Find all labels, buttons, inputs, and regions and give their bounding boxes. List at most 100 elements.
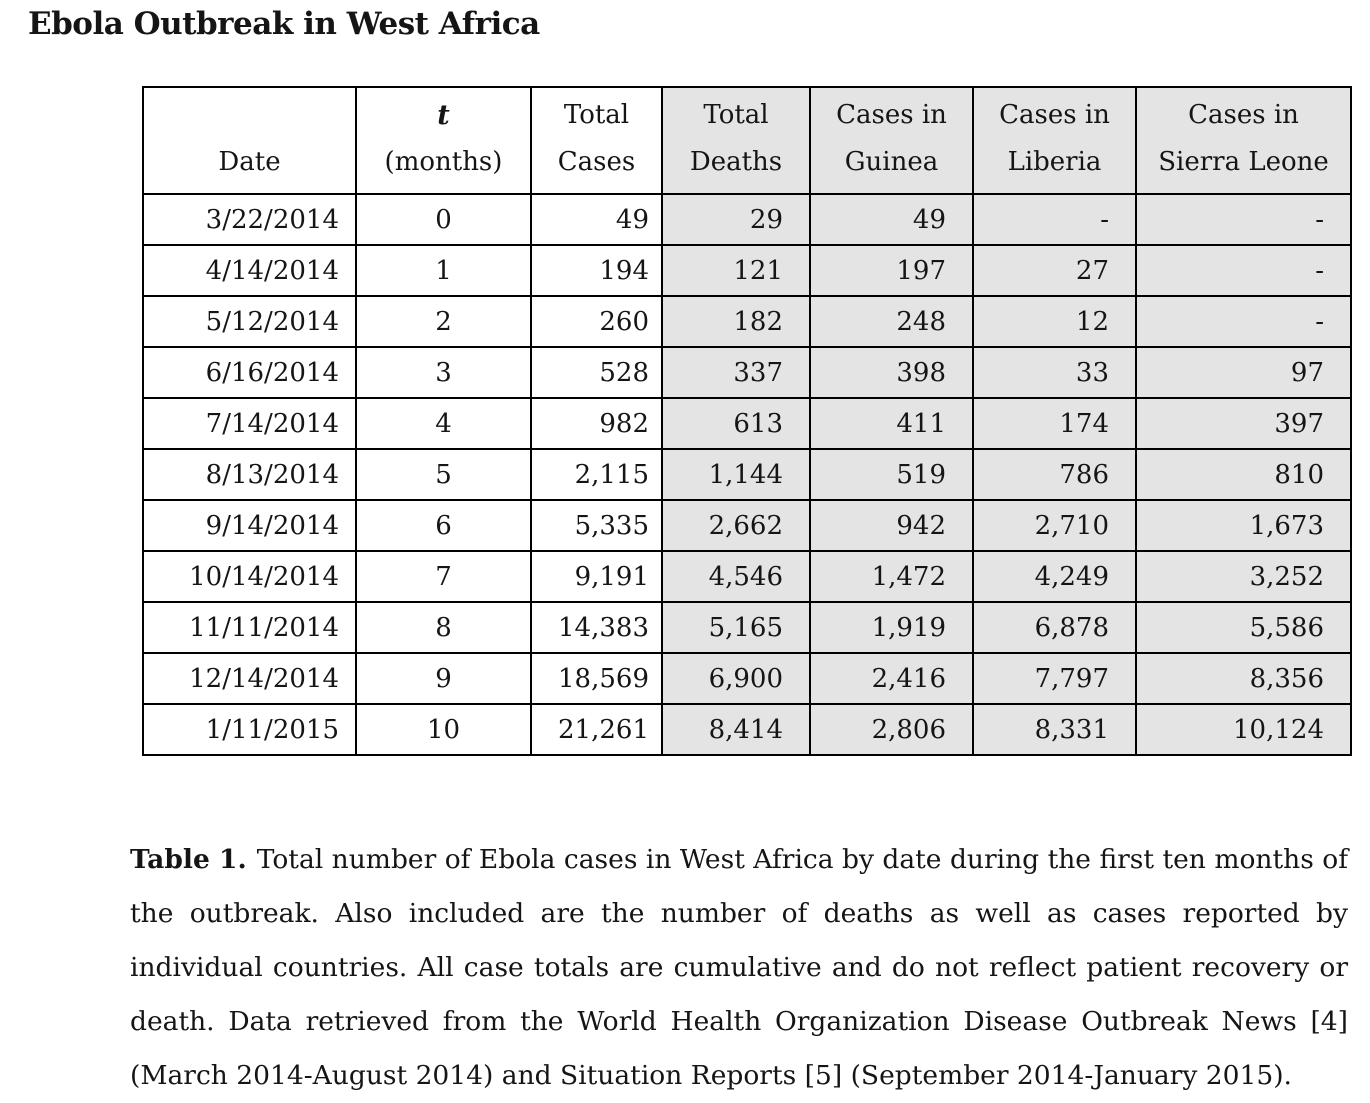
table-row: 8/13/2014 5 2,115 1,144 519 786 810 [142, 448, 1352, 501]
table-cell: - [1135, 193, 1352, 246]
table-cell: - [1135, 244, 1352, 297]
table-cell: 786 [972, 448, 1137, 501]
table-cell: 12/14/2014 [142, 652, 357, 705]
table-cell: 2,806 [809, 703, 974, 756]
table-cell: 1,472 [809, 550, 974, 603]
table-cell: 5,335 [530, 499, 663, 552]
table-cell: 97 [1135, 346, 1352, 399]
table-cell: 6/16/2014 [142, 346, 357, 399]
column-header: Cases in Guinea [809, 86, 974, 195]
column-header-line1: Cases in [836, 100, 947, 130]
table-cell: 49 [809, 193, 974, 246]
table-cell: 810 [1135, 448, 1352, 501]
table-caption: Table 1. Total number of Ebola cases in W… [130, 833, 1348, 1103]
table-cell: - [972, 193, 1137, 246]
column-header-line2: Liberia [1007, 147, 1102, 177]
table-cell: 9 [355, 652, 532, 705]
table-row: 12/14/2014 9 18,569 6,900 2,416 7,797 8,356 [142, 652, 1352, 705]
column-header: t (months) [355, 86, 532, 195]
table-row: 9/14/2014 6 5,335 2,662 942 2,710 1,673 [142, 499, 1352, 552]
table-row: 1/11/2015 10 21,261 8,414 2,806 8,331 10,124 [142, 703, 1352, 756]
table-cell: 27 [972, 244, 1137, 297]
table-cell: 982 [530, 397, 663, 450]
table-cell: 4,546 [661, 550, 811, 603]
table-cell: 10/14/2014 [142, 550, 357, 603]
table-cell: 5,165 [661, 601, 811, 654]
table-cell: 8,414 [661, 703, 811, 756]
table-cell: 6 [355, 499, 532, 552]
table-cell: 3 [355, 346, 532, 399]
table-cell: 21,261 [530, 703, 663, 756]
table-cell: 5,586 [1135, 601, 1352, 654]
table-cell: 9,191 [530, 550, 663, 603]
table-cell: 7/14/2014 [142, 397, 357, 450]
column-header-line1: Total [703, 100, 769, 130]
column-header: Cases in Liberia [972, 86, 1137, 195]
column-header-line2: Date [218, 147, 281, 177]
table-container: Date t (months) Total Cases Total Deaths Cases … [142, 86, 1352, 756]
caption-text: Total number of Ebola cases in West Afri… [130, 843, 1348, 1091]
table-cell: 174 [972, 397, 1137, 450]
table-cell: 8,331 [972, 703, 1137, 756]
column-header: Total Cases [530, 86, 663, 195]
table-cell: 1,144 [661, 448, 811, 501]
table-cell: 2 [355, 295, 532, 348]
table-cell: 8,356 [1135, 652, 1352, 705]
table-cell: 2,115 [530, 448, 663, 501]
table-row: 5/12/2014 2 260 182 248 12- [142, 295, 1352, 348]
table-cell: 14,383 [530, 601, 663, 654]
table-cell: - [1135, 295, 1352, 348]
table-cell: 2,710 [972, 499, 1137, 552]
table-row: 10/14/2014 7 9,191 4,546 1,472 4,249 3,252 [142, 550, 1352, 603]
table-cell: 10 [355, 703, 532, 756]
table-cell: 8/13/2014 [142, 448, 357, 501]
table-cell: 6,878 [972, 601, 1137, 654]
table-cell: 337 [661, 346, 811, 399]
table-cell: 613 [661, 397, 811, 450]
table-row: 6/16/2014 3 528 337 398 33 97 [142, 346, 1352, 399]
table-row: 3/22/2014 0 49 29 49- - [142, 193, 1352, 246]
table-cell: 397 [1135, 397, 1352, 450]
table-header: Date t (months) Total Cases Total Deaths Cases … [142, 86, 1352, 195]
table-cell: 8 [355, 601, 532, 654]
column-header-line2: (months) [384, 147, 503, 177]
column-header-line1 [146, 92, 353, 139]
page-title: Ebola Outbreak in West Africa [28, 6, 540, 42]
column-header: Total Deaths [661, 86, 811, 195]
table-cell: 528 [530, 346, 663, 399]
table-cell: 1 [355, 244, 532, 297]
table-cell: 5 [355, 448, 532, 501]
table-cell: 7,797 [972, 652, 1137, 705]
table-cell: 194 [530, 244, 663, 297]
table-row: 11/11/2014 8 14,383 5,165 1,919 6,878 5,586 [142, 601, 1352, 654]
table-row: 7/14/2014 4 982 613 411 174 397 [142, 397, 1352, 450]
column-header-line2: Sierra Leone [1158, 147, 1329, 177]
table-cell: 9/14/2014 [142, 499, 357, 552]
table-cell: 4,249 [972, 550, 1137, 603]
caption-label: Table 1. [130, 843, 247, 875]
column-header-line2: Cases [557, 147, 636, 177]
table-cell: 248 [809, 295, 974, 348]
column-header-line1: Cases in [999, 100, 1110, 130]
table-cell: 519 [809, 448, 974, 501]
table-cell: 6,900 [661, 652, 811, 705]
table-cell: 411 [809, 397, 974, 450]
column-header-line1: t [437, 100, 450, 131]
column-header-line2: Guinea [844, 147, 939, 177]
table-cell: 121 [661, 244, 811, 297]
table-cell: 11/11/2014 [142, 601, 357, 654]
table-cell: 10,124 [1135, 703, 1352, 756]
table-cell: 942 [809, 499, 974, 552]
table-cell: 29 [661, 193, 811, 246]
table-cell: 398 [809, 346, 974, 399]
table-cell: 1,919 [809, 601, 974, 654]
column-header-line2: Deaths [689, 147, 783, 177]
table-cell: 1,673 [1135, 499, 1352, 552]
table-cell: 182 [661, 295, 811, 348]
column-header: Date [142, 86, 357, 195]
table-cell: 4 [355, 397, 532, 450]
ebola-table: Date t (months) Total Cases Total Deaths Cases … [142, 86, 1352, 756]
table-body: 3/22/2014 0 49 29 49- -4/14/2014 1 194 121 197 27-… [142, 193, 1352, 756]
table-cell: 1/11/2015 [142, 703, 357, 756]
column-header-line1: Total [563, 100, 630, 130]
